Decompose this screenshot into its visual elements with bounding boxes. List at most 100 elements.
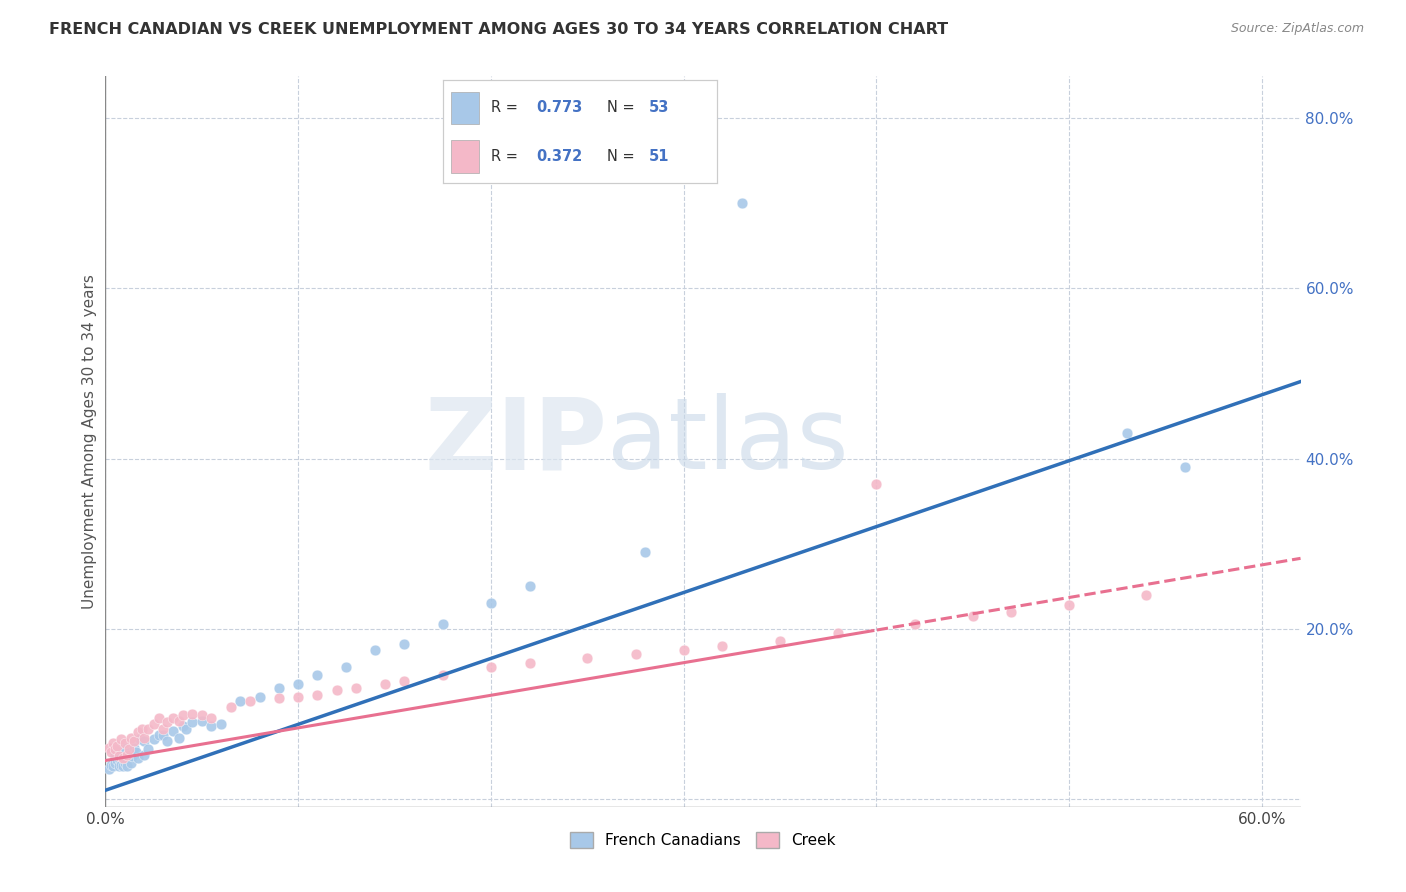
Point — [267, 691, 290, 706]
Text: ZIP: ZIP — [425, 393, 607, 490]
Point — [326, 682, 349, 697]
Point — [307, 668, 329, 682]
Point — [1116, 425, 1139, 440]
Point — [519, 579, 541, 593]
Point — [392, 637, 416, 651]
Point — [335, 660, 357, 674]
Point — [392, 674, 416, 689]
Point — [479, 660, 502, 674]
Point — [148, 711, 170, 725]
Text: N =: N = — [607, 149, 640, 164]
Point — [108, 751, 131, 765]
Point — [307, 688, 329, 702]
Point — [115, 759, 138, 773]
Point — [1000, 605, 1022, 619]
Point — [114, 756, 136, 770]
Point — [827, 626, 849, 640]
Point — [519, 656, 541, 670]
Point — [124, 734, 146, 748]
Text: 0.372: 0.372 — [536, 149, 582, 164]
Point — [1135, 588, 1157, 602]
Point — [364, 643, 387, 657]
Point — [672, 643, 695, 657]
Point — [108, 749, 131, 764]
Point — [110, 757, 132, 772]
Point — [239, 694, 262, 708]
Point — [711, 639, 734, 653]
Text: 0.773: 0.773 — [536, 101, 582, 115]
Point — [131, 722, 153, 736]
Point — [101, 736, 124, 750]
Point — [125, 745, 148, 759]
Point — [98, 740, 121, 755]
Point — [209, 717, 232, 731]
Point — [162, 723, 184, 738]
Point — [132, 731, 155, 745]
Point — [1174, 460, 1197, 475]
Y-axis label: Unemployment Among Ages 30 to 34 years: Unemployment Among Ages 30 to 34 years — [82, 274, 97, 609]
Point — [104, 756, 127, 770]
Point — [374, 677, 396, 691]
Point — [142, 717, 165, 731]
Point — [624, 647, 647, 661]
Point — [167, 731, 190, 745]
Point — [104, 749, 127, 764]
Point — [152, 728, 174, 742]
Point — [176, 722, 198, 736]
Point — [111, 759, 134, 773]
Point — [100, 757, 122, 772]
Point — [162, 711, 184, 725]
Point — [98, 762, 121, 776]
Point — [156, 734, 179, 748]
Text: atlas: atlas — [607, 393, 849, 490]
Point — [110, 747, 132, 762]
Point — [132, 747, 155, 762]
Point — [136, 722, 159, 736]
Point — [267, 681, 290, 696]
Text: FRENCH CANADIAN VS CREEK UNEMPLOYMENT AMONG AGES 30 TO 34 YEARS CORRELATION CHAR: FRENCH CANADIAN VS CREEK UNEMPLOYMENT AM… — [49, 22, 948, 37]
Point — [167, 714, 190, 728]
Text: R =: R = — [491, 101, 523, 115]
Point — [191, 714, 214, 728]
Point — [115, 747, 138, 762]
Point — [249, 690, 271, 704]
Point — [191, 708, 214, 723]
Point — [172, 708, 194, 723]
Point — [172, 719, 194, 733]
Point — [181, 706, 204, 721]
Point — [104, 742, 127, 756]
Point — [148, 728, 170, 742]
Point — [105, 745, 128, 759]
Text: Source: ZipAtlas.com: Source: ZipAtlas.com — [1230, 22, 1364, 36]
Point — [111, 751, 134, 765]
Point — [127, 751, 149, 765]
Point — [769, 634, 792, 648]
Point — [120, 756, 142, 770]
Point — [121, 749, 143, 764]
Point — [432, 617, 454, 632]
Point — [200, 711, 222, 725]
Point — [904, 617, 927, 632]
Point — [962, 608, 984, 623]
Point — [117, 742, 139, 756]
Point — [576, 651, 599, 665]
Point — [127, 725, 149, 739]
Point — [114, 736, 136, 750]
Point — [287, 677, 309, 691]
Point — [152, 722, 174, 736]
Point — [142, 732, 165, 747]
Point — [114, 740, 136, 755]
Point — [634, 545, 657, 559]
Point — [100, 745, 122, 759]
Point — [479, 596, 502, 610]
Point — [105, 754, 128, 768]
Point — [105, 739, 128, 753]
Point — [181, 715, 204, 730]
Text: 53: 53 — [648, 101, 669, 115]
Legend: French Canadians, Creek: French Canadians, Creek — [564, 826, 842, 855]
Text: 51: 51 — [648, 149, 669, 164]
Point — [136, 742, 159, 756]
Point — [132, 734, 155, 748]
Point — [120, 731, 142, 745]
Text: R =: R = — [491, 149, 523, 164]
